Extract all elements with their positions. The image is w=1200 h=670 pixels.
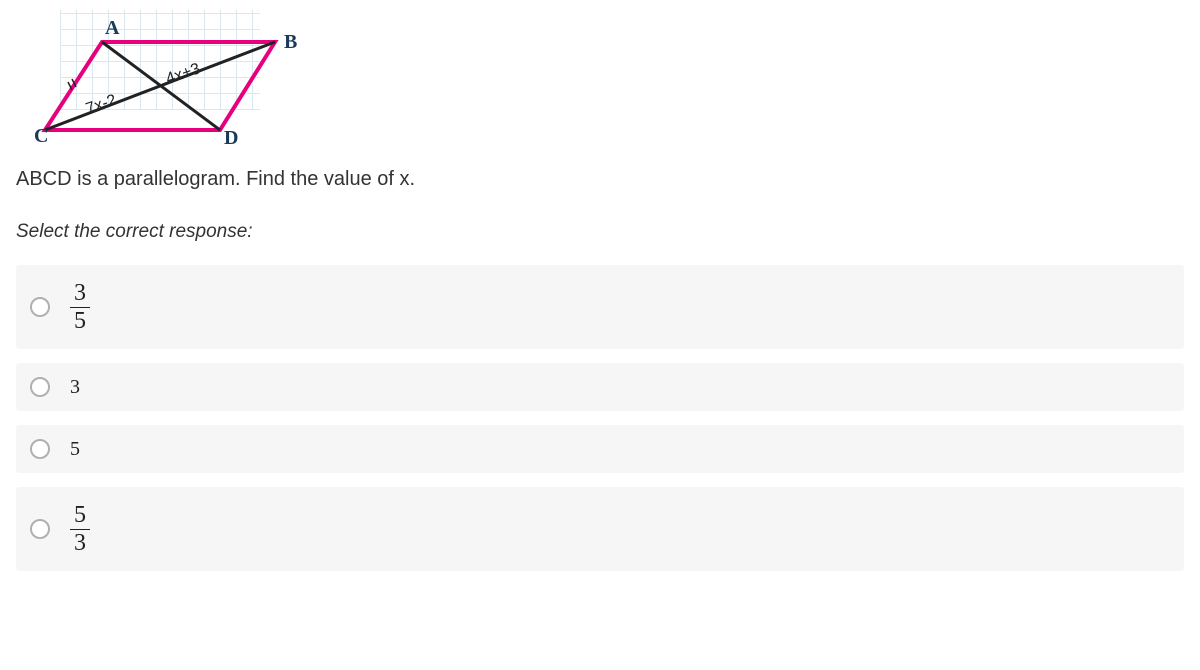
diagonal-ad xyxy=(102,42,220,130)
options-list: 3 5 3 5 5 3 xyxy=(10,265,1190,571)
fraction-num: 5 xyxy=(70,502,90,528)
radio-icon xyxy=(30,439,50,459)
fraction-den: 3 xyxy=(70,529,90,556)
radio-icon xyxy=(30,297,50,317)
option-1[interactable]: 3 5 xyxy=(16,265,1184,349)
parallelogram-diagram: A B C D 7x-2 4x+3 xyxy=(20,10,290,150)
vertex-d: D xyxy=(224,127,238,149)
expr-right: 4x+3 xyxy=(164,60,203,88)
option-3-content: 5 xyxy=(70,438,80,461)
option-2[interactable]: 3 xyxy=(16,363,1184,411)
option-3[interactable]: 5 xyxy=(16,425,1184,473)
question-text: ABCD is a parallelogram. Find the value … xyxy=(16,168,1190,191)
instruction-text: Select the correct response: xyxy=(16,221,1190,243)
option-1-content: 3 5 xyxy=(70,280,90,334)
expr-left: 7x-2 xyxy=(84,92,119,118)
fraction-den: 5 xyxy=(70,307,90,334)
fraction-3-5: 3 5 xyxy=(70,280,90,334)
vertex-c: C xyxy=(34,125,48,147)
option-4[interactable]: 5 3 xyxy=(16,487,1184,571)
radio-icon xyxy=(30,377,50,397)
vertex-b: B xyxy=(284,31,297,53)
option-2-content: 3 xyxy=(70,376,80,399)
diagram-svg: A B C D 7x-2 4x+3 xyxy=(20,10,310,160)
fraction-num: 3 xyxy=(70,280,90,306)
radio-icon xyxy=(30,519,50,539)
option-4-content: 5 3 xyxy=(70,502,90,556)
vertex-a: A xyxy=(105,17,120,39)
fraction-5-3: 5 3 xyxy=(70,502,90,556)
